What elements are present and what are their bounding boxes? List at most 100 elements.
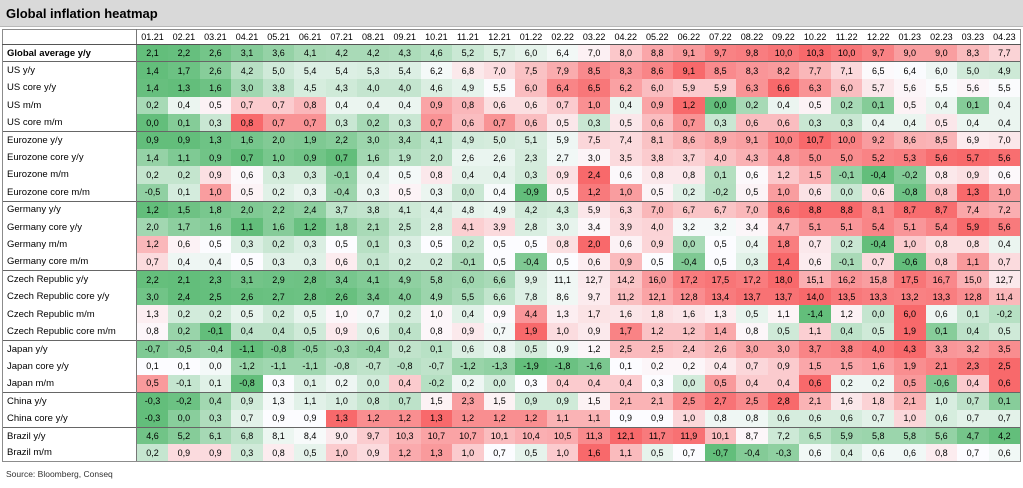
heatmap-cell: 0,7 (673, 444, 705, 463)
heatmap-cell: 11,7 (641, 426, 674, 445)
heatmap-cell: 1,2 (578, 183, 610, 202)
column-header: 04.21 (231, 29, 263, 45)
heatmap-cell: 3,9 (609, 218, 642, 236)
heatmap-cell: 0,1 (199, 374, 232, 393)
heatmap-cell: 0,4 (894, 114, 926, 132)
column-header: 10.22 (799, 29, 831, 45)
heatmap-cell: 0,5 (704, 235, 737, 254)
heatmap-cell: 1,6 (262, 218, 295, 236)
heatmap-cell: 3,4 (389, 130, 421, 149)
heatmap-cell: 7,5 (578, 130, 610, 149)
heatmap-cell: 0,7 (957, 409, 989, 428)
heatmap-cell: 0,6 (925, 409, 958, 428)
heatmap-cell: 0,3 (799, 114, 831, 132)
heatmap-cell: 0,9 (609, 409, 642, 428)
heatmap-cell: 5,3 (357, 61, 389, 80)
heatmap-cell: 17,5 (894, 270, 926, 288)
heatmap-cell: 4,0 (862, 339, 894, 358)
heatmap-cell: 1,4 (767, 253, 800, 271)
heatmap-cell: 0,5 (420, 235, 453, 254)
heatmap-cell: -0,4 (515, 253, 547, 271)
heatmap-cell: 0,1 (357, 235, 389, 254)
heatmap-cell: 3,2 (957, 339, 989, 358)
heatmap-cell: 0,4 (767, 374, 800, 393)
heatmap-cell: -0,3 (325, 339, 358, 358)
heatmap-cell: 5,1 (799, 218, 831, 236)
heatmap-cell: 0,7 (262, 114, 295, 132)
heatmap-cell: 6,7 (704, 200, 737, 219)
heatmap-cell: -0,2 (988, 305, 1021, 323)
heatmap-cell: 0,8 (641, 166, 674, 184)
heatmap-cell: 1,0 (925, 391, 958, 410)
heatmap-cell: 0,4 (925, 96, 958, 115)
heatmap-row: Eurozone y/y 0,9 0,9 1,3 1,6 2,0 1,9 2,2 3,0 3,4 4… (2, 130, 1021, 149)
heatmap-cell: 3,8 (830, 339, 863, 358)
heatmap-cell: 1,9 (389, 148, 421, 167)
heatmap-cell: 1,8 (862, 391, 894, 410)
heatmap-cell: 5,8 (894, 426, 926, 445)
heatmap-cell: 11,3 (578, 426, 610, 445)
heatmap-cell: 5,5 (483, 79, 516, 97)
row-label: Japan y/y (2, 339, 137, 358)
heatmap-cell: 9,0 (925, 44, 958, 62)
heatmap-cell: 8,8 (641, 44, 674, 62)
heatmap-cell: 1,2 (136, 200, 169, 219)
heatmap-cell: 1,2 (136, 235, 169, 254)
heatmap-cell: -0,3 (136, 409, 169, 428)
heatmap-cell: 0,7 (262, 96, 295, 115)
heatmap-cell: 0,3 (389, 114, 421, 132)
heatmap-cell: 4,9 (988, 61, 1021, 80)
heatmap-cell: 1,3 (420, 444, 453, 463)
heatmap-cell: 16,7 (925, 270, 958, 288)
heatmap-cell: 0,7 (231, 96, 263, 115)
heatmap-cell: 5,9 (546, 130, 579, 149)
heatmap-cell: 0,8 (673, 166, 705, 184)
heatmap-cell: 0,8 (925, 253, 958, 271)
heatmap-cell: 3,1 (231, 44, 263, 62)
heatmap-row: Brazil y/y 4,6 5,2 6,1 6,8 8,1 8,4 9,0 9,7 10,3 10… (2, 426, 1021, 445)
heatmap-cell: 6,0 (830, 79, 863, 97)
heatmap-cell: 10,7 (799, 130, 831, 149)
heatmap-cell: 3,4 (325, 270, 358, 288)
heatmap-cell: 4,0 (641, 218, 674, 236)
heatmap-cell: -0,2 (894, 166, 926, 184)
heatmap-cell: 0,6 (452, 339, 484, 358)
heatmap-cell: 1,8 (325, 218, 358, 236)
heatmap-cell: 11,9 (673, 426, 705, 445)
heatmap-cell: 5,3 (894, 148, 926, 167)
heatmap-cell: 0,4 (389, 374, 421, 393)
heatmap-cell: 1,6 (578, 444, 610, 463)
heatmap-cell: 0,4 (168, 253, 200, 271)
column-header: 12.22 (862, 29, 894, 45)
heatmap-cell: 4,1 (389, 200, 421, 219)
heatmap-cell: 8,3 (736, 61, 768, 80)
row-label: Germany core m/m (2, 253, 137, 271)
heatmap-cell: 0,6 (736, 166, 768, 184)
heatmap-cell: 12,8 (673, 287, 705, 306)
heatmap-cell: 1,2 (830, 305, 863, 323)
heatmap-cell: 0,2 (452, 235, 484, 254)
heatmap-cell: 0,6 (799, 253, 831, 271)
heatmap-cell: 1,9 (894, 322, 926, 341)
heatmap-cell: 4,2 (325, 44, 358, 62)
heatmap-cell: 1,4 (136, 61, 169, 80)
heatmap-cell: 0,7 (231, 148, 263, 167)
heatmap-cell: 0,9 (325, 322, 358, 341)
heatmap-cell: 0,8 (925, 183, 958, 202)
heatmap-cell: 1,0 (546, 444, 579, 463)
row-label: Japan m/m (2, 374, 137, 393)
heatmap-cell: 0,5 (483, 253, 516, 271)
heatmap-row: US core y/y 1,4 1,3 1,6 3,0 3,8 4,5 4,3 4,0 4,0 4,… (2, 79, 1021, 97)
heatmap-cell: 5,7 (483, 44, 516, 62)
heatmap-cell: -0,5 (168, 339, 200, 358)
heatmap-cell: 0,6 (641, 114, 674, 132)
heatmap-cell: 0,4 (736, 374, 768, 393)
heatmap-cell: 0,5 (767, 322, 800, 341)
heatmap-row: Brazil m/m 0,2 0,9 0,9 0,3 0,8 0,5 1,0 0,9 1,2 1,3… (2, 444, 1021, 463)
heatmap-cell: 1,6 (199, 218, 232, 236)
heatmap-cell: 8,6 (641, 61, 674, 80)
row-label: Czech Republic y/y (2, 270, 137, 288)
heatmap-cell: 0,6 (767, 114, 800, 132)
heatmap-cell: 4,1 (357, 270, 389, 288)
